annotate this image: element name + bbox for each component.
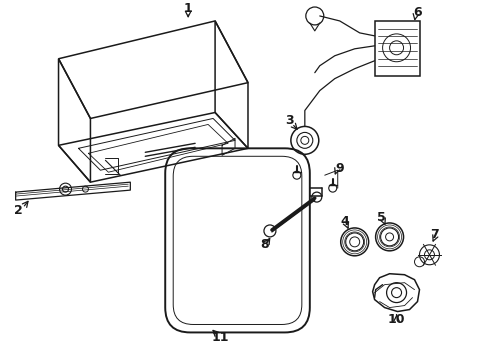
Text: 6: 6 (412, 6, 421, 19)
Text: 5: 5 (376, 211, 385, 225)
Text: 8: 8 (260, 238, 269, 251)
Text: 4: 4 (340, 216, 348, 229)
Text: 11: 11 (211, 331, 228, 344)
Text: 3: 3 (285, 114, 294, 127)
Text: 2: 2 (14, 203, 23, 216)
Text: 10: 10 (387, 313, 405, 326)
Text: 9: 9 (335, 162, 344, 175)
Text: 7: 7 (429, 228, 438, 242)
Text: 1: 1 (183, 3, 192, 15)
